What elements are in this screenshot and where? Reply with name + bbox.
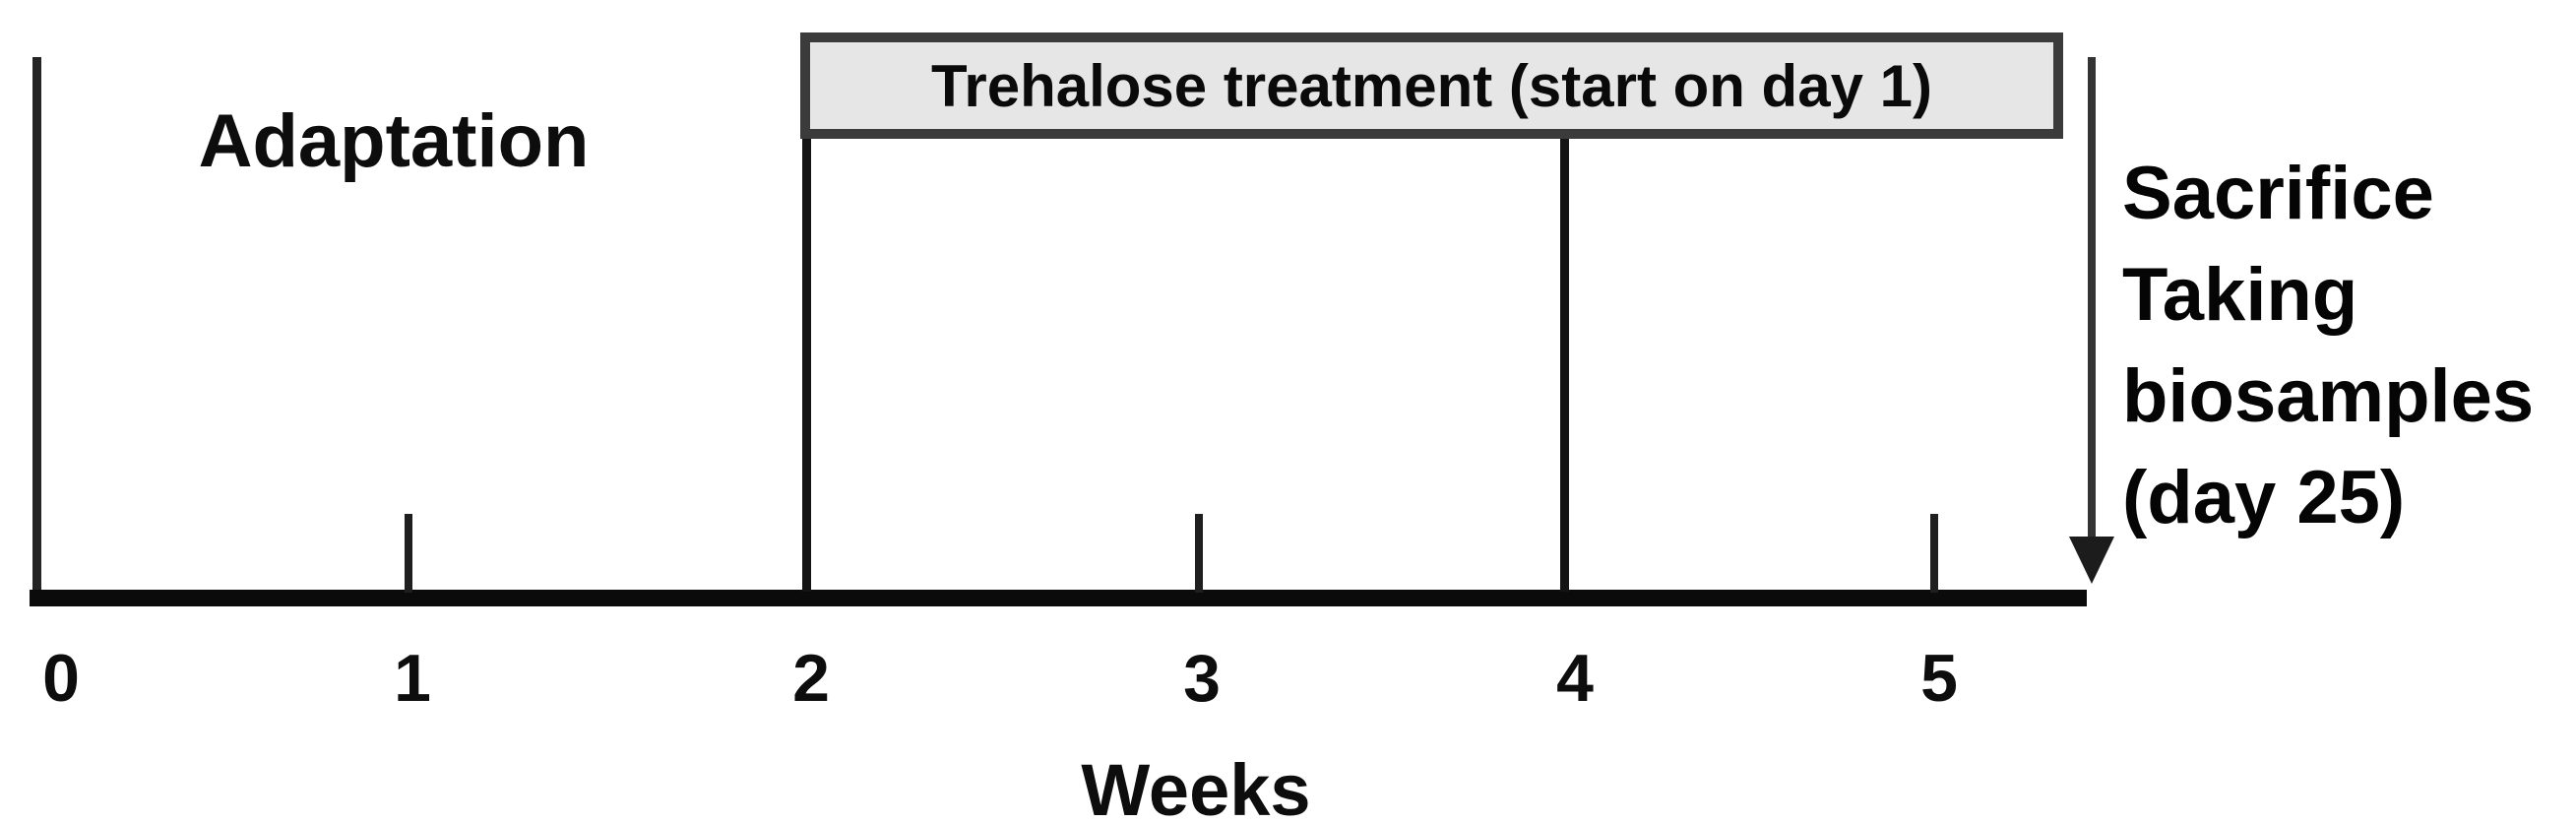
axis-tick-week-5	[1930, 514, 1938, 593]
sacrifice-annotation-line: Sacrifice	[2122, 152, 2434, 235]
x-axis-title: Weeks	[1081, 749, 1311, 823]
treatment-box: Trehalose treatment (start on day 1)	[800, 32, 2063, 139]
axis-tick-label-0: 0	[42, 641, 80, 716]
sacrifice-annotation-line: biosamples	[2122, 354, 2535, 438]
treatment-start-line-week-2	[802, 133, 811, 592]
timeline-start-line	[32, 57, 41, 601]
sacrifice-arrow-down-icon	[2069, 537, 2114, 584]
treatment-divider-line-week-4	[1560, 133, 1569, 592]
axis-tick-label-4: 4	[1556, 641, 1594, 716]
axis-tick-label-2: 2	[792, 641, 830, 716]
sacrifice-annotation-line: (day 25)	[2122, 456, 2406, 539]
axis-tick-label-5: 5	[1920, 641, 1958, 716]
axis-tick-week-3	[1195, 514, 1203, 593]
sacrifice-annotation-line: Taking	[2122, 253, 2358, 337]
adaptation-phase-label: Adaptation	[198, 99, 590, 183]
axis-tick-label-1: 1	[394, 641, 431, 716]
x-axis-line	[30, 590, 2087, 606]
treatment-box-label: Trehalose treatment (start on day 1)	[931, 52, 1932, 119]
sacrifice-annotation: Sacrifice Taking biosamples (day 25)	[2122, 143, 2575, 548]
axis-tick-label-3: 3	[1183, 641, 1221, 716]
sacrifice-arrow-line	[2088, 57, 2096, 541]
axis-tick-week-1	[405, 514, 412, 593]
